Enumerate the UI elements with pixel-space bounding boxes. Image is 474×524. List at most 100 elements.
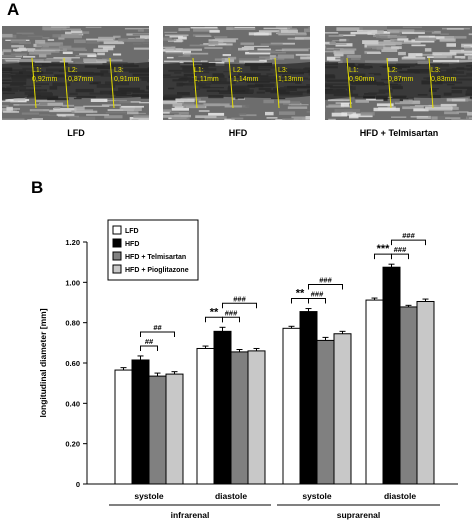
speckle [209,30,220,33]
speckle [21,112,39,115]
significance-label: ** [210,306,219,318]
speckle [339,48,357,51]
speckle [163,111,170,114]
speckle [279,111,296,115]
measurement-label: L1: [349,67,359,74]
speckle [190,27,218,29]
y-tick-label: 0.60 [65,359,80,368]
speckle [431,30,441,34]
speckle [69,116,96,120]
measurement-label: L3: [114,67,124,74]
measurement-line [228,57,234,109]
speckle [14,53,27,57]
speckle [328,35,344,37]
speckle [446,28,464,30]
speckle [281,48,309,52]
speckle [414,105,433,107]
speckle [413,108,429,112]
speckle [453,58,461,60]
speckle [278,28,297,30]
vessel-lumen [325,62,472,100]
bar [230,351,249,485]
speckle [440,103,457,107]
x-category-label: diastole [384,491,416,501]
speckle [208,41,219,45]
speckle [2,100,18,103]
speckle [62,28,81,30]
speckle [307,47,310,50]
speckle [336,27,363,31]
speckle [178,36,187,40]
y-axis-label: longitudinal diameter [mm] [38,308,48,417]
speckle [125,113,149,116]
speckle [365,60,387,63]
speckle [294,36,310,40]
speckle [177,102,195,106]
speckle [265,58,273,60]
measurement-line [31,57,37,109]
speckle [339,38,350,42]
speckle [376,103,394,107]
speckle [416,53,442,56]
speckle [376,46,399,50]
speckle [340,102,350,107]
legend-swatch [112,225,122,235]
image-label-hfd: HFD [228,128,248,138]
speckle [142,42,149,44]
speckle [75,61,87,63]
speckle [27,49,56,52]
speckle [381,35,407,39]
speckle [195,115,217,118]
speckle [104,115,123,119]
bar [196,347,215,485]
speckle [305,116,310,120]
speckle [469,54,472,56]
speckle [123,107,142,111]
bar [282,327,301,485]
speckle [13,48,27,52]
speckle [387,98,400,103]
measurement-label: 0,83mm [431,76,456,83]
speckle [74,106,85,111]
measurement-label: 0,91mm [114,76,139,83]
significance-bracket [222,302,257,309]
speckle [11,45,24,48]
speckle [195,35,212,37]
speckle [74,110,98,113]
measurement-line [386,57,392,109]
bar [399,306,418,485]
speckle [357,29,378,34]
speckle [248,32,272,36]
speckle [214,38,239,40]
speckle [263,27,288,30]
speckle [163,52,183,56]
speckle [444,111,459,115]
speckle [327,48,344,50]
speckle [10,39,26,43]
speckle [334,52,344,57]
speckle [308,26,310,31]
speckle [64,52,86,55]
speckle [102,58,112,60]
speckle [5,60,20,62]
speckle [335,57,345,60]
significance-label: ### [225,308,238,317]
speckle [439,38,456,42]
speckle [53,57,80,59]
speckle [148,59,149,62]
speckle [133,47,149,50]
speckle [79,53,96,55]
speckle [137,29,144,32]
speckle [104,99,127,102]
x-category-label: systole [302,491,332,501]
speckle [164,60,183,63]
speckle [464,46,471,49]
speckle [90,98,108,102]
ultrasound-image-hfd: L1: 1,11mm L2: 1,14mm L3: 1,13mm [163,26,310,120]
speckle [34,61,52,63]
speckle [258,30,280,33]
speckle [401,56,426,60]
speckle [178,111,189,115]
measurement-label: L1: [194,67,204,74]
speckle [224,118,235,120]
